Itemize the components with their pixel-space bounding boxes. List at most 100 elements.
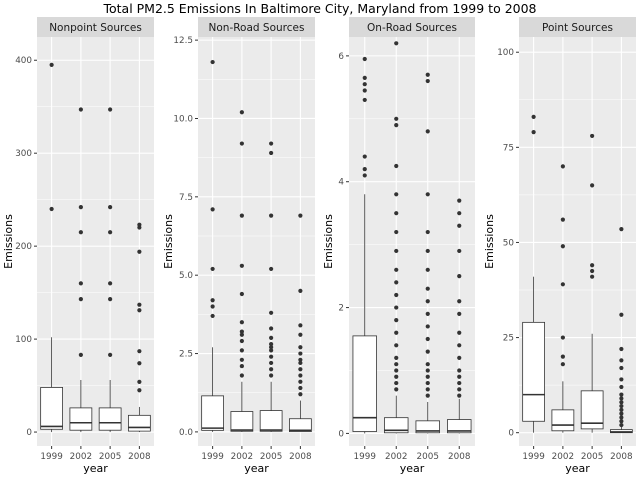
outlier-point	[239, 141, 244, 146]
outlier-point	[298, 332, 303, 337]
box-iqr	[230, 411, 254, 432]
x-tick-label: 2005	[99, 452, 121, 462]
outlier-point	[269, 354, 274, 359]
box-iqr	[98, 407, 122, 431]
outlier-point	[137, 349, 142, 354]
y-tick-label: 7.5	[179, 193, 193, 203]
outlier-point	[425, 72, 430, 77]
x-tick-label: 2008	[610, 452, 632, 462]
box-1999	[522, 114, 545, 433]
box-iqr	[289, 418, 312, 432]
box-iqr	[580, 390, 604, 430]
outlier-point	[108, 230, 113, 235]
outlier-point	[590, 133, 595, 139]
outlier-point	[425, 368, 430, 373]
panel-strip	[519, 17, 636, 37]
outlier-point	[619, 411, 624, 416]
outlier-point	[590, 268, 595, 274]
box-2008	[289, 213, 312, 432]
outlier-point	[531, 130, 536, 135]
box-iqr	[384, 417, 409, 434]
outlier-point	[457, 393, 462, 398]
y-tick-label: 100	[497, 48, 514, 58]
outlier-point	[298, 351, 303, 356]
outlier-point	[269, 141, 274, 146]
box-iqr	[447, 419, 472, 434]
outlier-point	[210, 313, 215, 319]
outlier-point	[269, 345, 274, 350]
outlier-point	[210, 298, 215, 303]
outlier-point	[619, 396, 624, 401]
outlier-point	[394, 368, 399, 373]
outlier-point	[269, 335, 274, 340]
box-2002	[384, 41, 409, 434]
panel-strip	[198, 17, 315, 37]
outlier-point	[362, 173, 367, 178]
outlier-point	[362, 154, 367, 159]
outlier-point	[619, 312, 624, 317]
panel-0: Nonpoint Sources 0 100 200 300 400 1999 2002 200…	[2, 17, 154, 475]
x-axis-title: year	[400, 462, 425, 475]
outlier-point	[362, 167, 367, 172]
y-tick-label: 4	[338, 178, 344, 188]
outlier-point	[394, 305, 399, 310]
outlier-point	[425, 324, 430, 329]
panel-background	[198, 37, 315, 446]
y-tick-label: 300	[15, 149, 32, 159]
outlier-point	[394, 280, 399, 285]
outlier-point	[619, 415, 624, 420]
outlier-point	[298, 385, 303, 391]
outlier-point	[394, 330, 399, 335]
y-tick-label: 200	[15, 242, 32, 252]
outlier-point	[269, 310, 274, 315]
x-tick-label: 2002	[231, 452, 253, 462]
panel-background	[37, 37, 154, 446]
outlier-point	[425, 248, 430, 254]
outlier-point	[239, 357, 244, 362]
y-tick-label: 0	[508, 429, 514, 439]
outlier-point	[269, 348, 274, 353]
x-tick-label: 1999	[354, 452, 376, 462]
outlier-point	[560, 335, 565, 340]
outlier-point	[239, 329, 244, 334]
outlier-point	[394, 116, 399, 121]
box-iqr	[40, 387, 63, 430]
outlier-point	[239, 320, 244, 325]
outlier-point	[619, 419, 624, 424]
box-iqr	[69, 407, 93, 431]
box-2005	[415, 72, 440, 434]
box-1999	[201, 59, 224, 432]
outlier-point	[425, 192, 430, 197]
outlier-point	[457, 223, 462, 228]
outlier-point	[362, 82, 367, 87]
outlier-point	[394, 248, 399, 254]
outlier-point	[560, 282, 565, 287]
outlier-point	[210, 304, 215, 309]
panel-3: Point Sources 0 25 50 75 100 1999 2002 2005 2008 y…	[483, 17, 636, 475]
x-axis-title: year	[565, 462, 590, 475]
outlier-point	[394, 267, 399, 272]
box-2005	[259, 141, 283, 432]
outlier-point	[394, 122, 399, 128]
box-1999	[352, 56, 377, 434]
outlier-point	[425, 336, 430, 342]
outlier-point	[457, 299, 462, 304]
box-iqr	[522, 321, 545, 422]
x-tick-label: 2005	[417, 452, 439, 462]
outlier-point	[457, 274, 462, 279]
outlier-point	[394, 211, 399, 216]
outlier-point	[457, 387, 462, 392]
panel-strip-title: Point Sources	[542, 22, 613, 34]
outlier-point	[362, 88, 367, 93]
outlier-point	[590, 263, 595, 268]
outlier-point	[590, 183, 595, 188]
outlier-point	[394, 192, 399, 197]
y-axis-title: Emissions	[162, 214, 175, 269]
outlier-point	[210, 207, 215, 212]
y-tick-label: 12.5	[173, 36, 193, 46]
box-2005	[98, 107, 122, 433]
outlier-point	[269, 266, 274, 272]
outlier-point	[457, 374, 462, 379]
